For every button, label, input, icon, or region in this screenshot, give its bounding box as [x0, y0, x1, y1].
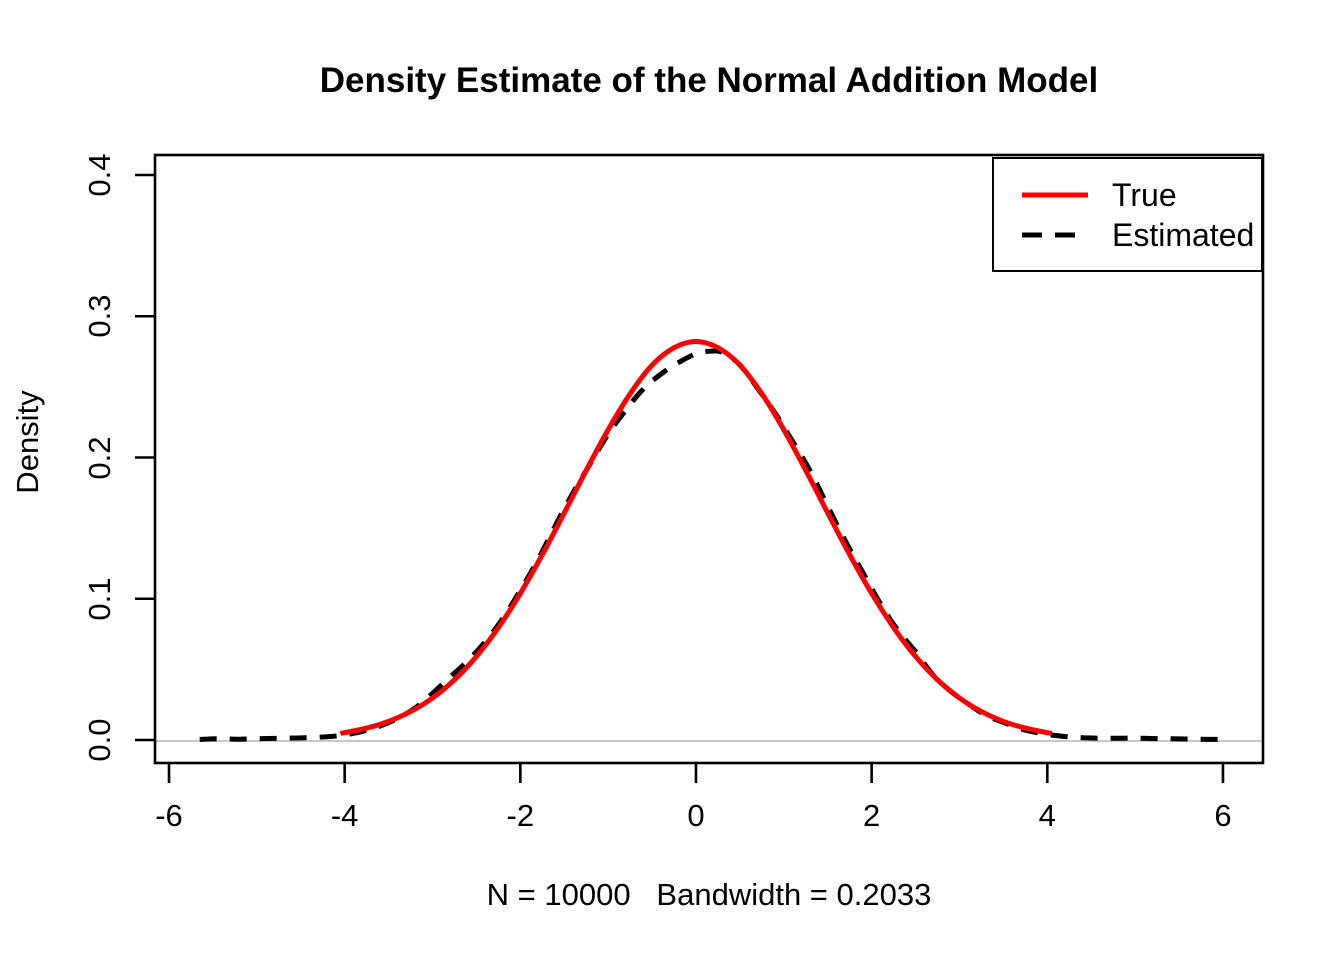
y-axis-label: Density	[10, 390, 45, 494]
legend-entry-true: True	[1022, 175, 1261, 215]
y-tick-label: 0.0	[82, 718, 117, 762]
x-tick-label: 2	[863, 798, 881, 833]
y-tick-label: 0.2	[82, 435, 117, 480]
curve-estimated	[199, 348, 1219, 742]
legend-label-true: True	[1112, 176, 1177, 213]
x-axis-label: N = 10000 Bandwidth = 0.2033	[486, 877, 932, 912]
y-tick-label: 0.3	[82, 294, 117, 338]
x-tick-label: 4	[1038, 798, 1056, 833]
x-tick-label: 6	[1214, 798, 1232, 833]
chart-title: Density Estimate of the Normal Addition …	[319, 61, 1099, 100]
plot-box	[153, 153, 1265, 765]
legend-label-estimated: Estimated	[1112, 216, 1255, 253]
y-tick-label: 0.4	[82, 153, 117, 197]
legend: True Estimated	[992, 157, 1263, 272]
x-tick-label: 0	[687, 798, 705, 833]
x-tick-label: -2	[506, 798, 535, 833]
curve-true	[339, 338, 1053, 736]
x-tick-label: -6	[155, 798, 183, 833]
legend-line-estimated-icon	[1022, 232, 1088, 237]
legend-line-true-icon	[1022, 192, 1088, 197]
y-tick-label: 0.1	[82, 577, 117, 621]
legend-entry-estimated: Estimated	[1022, 215, 1261, 255]
x-tick-label: -4	[330, 798, 359, 833]
